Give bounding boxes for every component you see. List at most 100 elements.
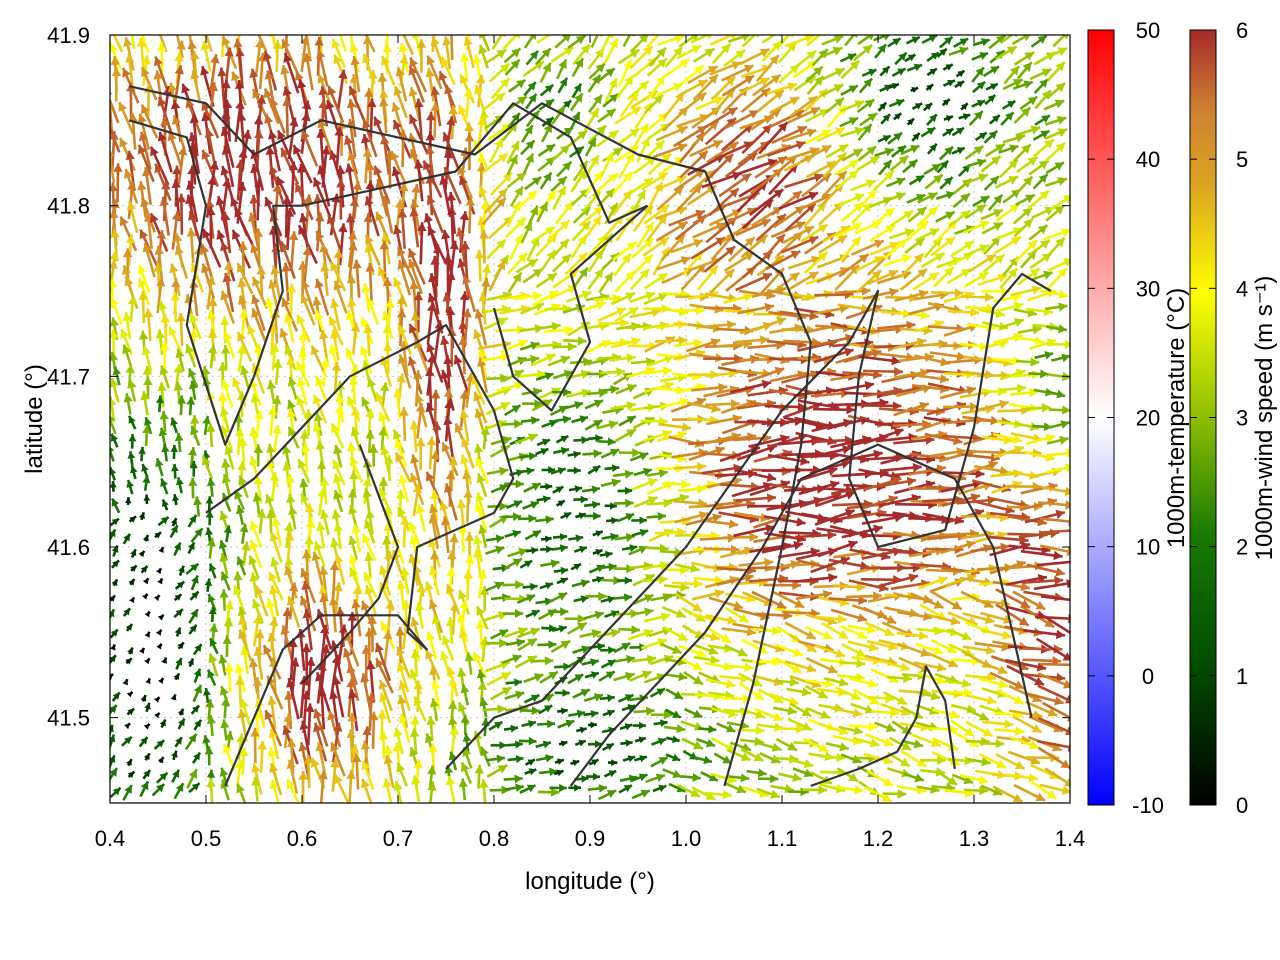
wind-arrow [177,717,186,730]
wind-arrow [396,246,415,282]
wind-arrow [337,624,348,667]
wind-arrow [172,493,180,506]
wind-arrow [264,709,283,747]
wind-arrow [301,279,316,315]
y-axis-title: latitude (°) [21,364,48,474]
x-tick-label: 0.8 [479,826,510,851]
wind-arrow [190,575,199,591]
wind-arrow [236,556,247,576]
wind-arrow [360,740,371,776]
wind-arrow [361,760,375,790]
wind-arrow [295,360,311,388]
wind-arrow [399,407,409,441]
wind-arrow [267,632,277,666]
wind-arrow [126,234,136,266]
wind-arrow [190,425,201,446]
wind-arrow [159,196,170,236]
wind-arrow [234,427,245,456]
wind-arrow [171,769,181,783]
wind-arrow [137,144,155,183]
wind-arrow [170,444,178,459]
wind-arrow [262,50,278,91]
wind-arrow [159,718,167,729]
wind-arrow [415,503,427,532]
wind-arrow [481,196,507,226]
wind-arrow [458,778,468,801]
y-tick-label: 41.6 [47,535,90,560]
wind-arrow [209,54,220,93]
wind-arrow [251,307,267,343]
wind-arrow [170,291,180,323]
colorbar-tick-label: -10 [1132,793,1164,818]
colorbar-tick-label: 1 [1236,664,1248,689]
wind-arrow [351,599,362,637]
wind-arrow [409,420,420,453]
wind-arrow [111,578,119,587]
wind-arrow [220,424,234,451]
wind-arrow [458,628,470,659]
wind-arrow [461,437,475,469]
wind-arrow [478,292,488,325]
wind-arrow [319,593,330,631]
wind-arrow [362,488,372,513]
wind-arrow [160,313,170,345]
wind-arrow [155,771,169,784]
wind-arrow [177,641,185,650]
wind-arrow [426,195,444,234]
wind-arrow [203,687,211,703]
wind-arrow [206,778,216,803]
y-tick-label: 41.8 [47,194,90,219]
wind-arrow [138,736,149,748]
wind-arrow [473,535,483,563]
wind-arrow [284,35,288,59]
wind-arrow [427,765,437,788]
wind-arrow [138,290,148,324]
wind-arrow [175,348,185,372]
wind-arrow [157,131,173,173]
wind-arrow [154,594,161,602]
wind-arrow [153,739,166,750]
wind-arrow [149,146,170,186]
wind-arrow [221,344,231,370]
wind-arrow [270,265,281,299]
wind-arrow [160,341,170,371]
x-tick-label: 1.4 [1055,826,1086,851]
wind-arrow [157,756,165,764]
wind-arrow [396,762,408,787]
wind-arrow [378,679,394,712]
wind-arrow [326,214,343,254]
wind-arrow [298,771,308,803]
wind-arrow [288,231,299,270]
wind-arrow [187,514,198,528]
wind-arrow [206,275,216,310]
wind-arrow [316,48,329,87]
wind-arrow [205,175,217,218]
wind-arrow [411,35,423,57]
wind-arrow [158,677,165,684]
wind-arrow [375,178,389,217]
wind-arrow [208,82,218,121]
wind-arrow [171,211,182,250]
wind-arrow [300,35,310,72]
wind-arrow [313,708,329,747]
wind-arrow [479,697,489,718]
x-tick-label: 0.9 [575,826,606,851]
wind-arrow [474,249,485,282]
wind-arrow [479,109,490,136]
wind-arrow [364,628,374,665]
wind-arrow [329,690,340,733]
wind-arrow [186,396,196,416]
wind-arrow [172,114,186,152]
wind-arrow [128,578,136,586]
wind-arrow [251,294,266,332]
wind-arrow [154,245,164,282]
wind-arrow [193,719,203,731]
wind-arrow [254,38,265,74]
wind-arrow [127,451,136,466]
wind-arrow [284,565,298,599]
wind-arrow [252,614,263,647]
wind-arrow [113,163,123,203]
wind-arrow [464,652,475,675]
wind-arrow [476,605,489,630]
wind-arrow [351,524,362,553]
